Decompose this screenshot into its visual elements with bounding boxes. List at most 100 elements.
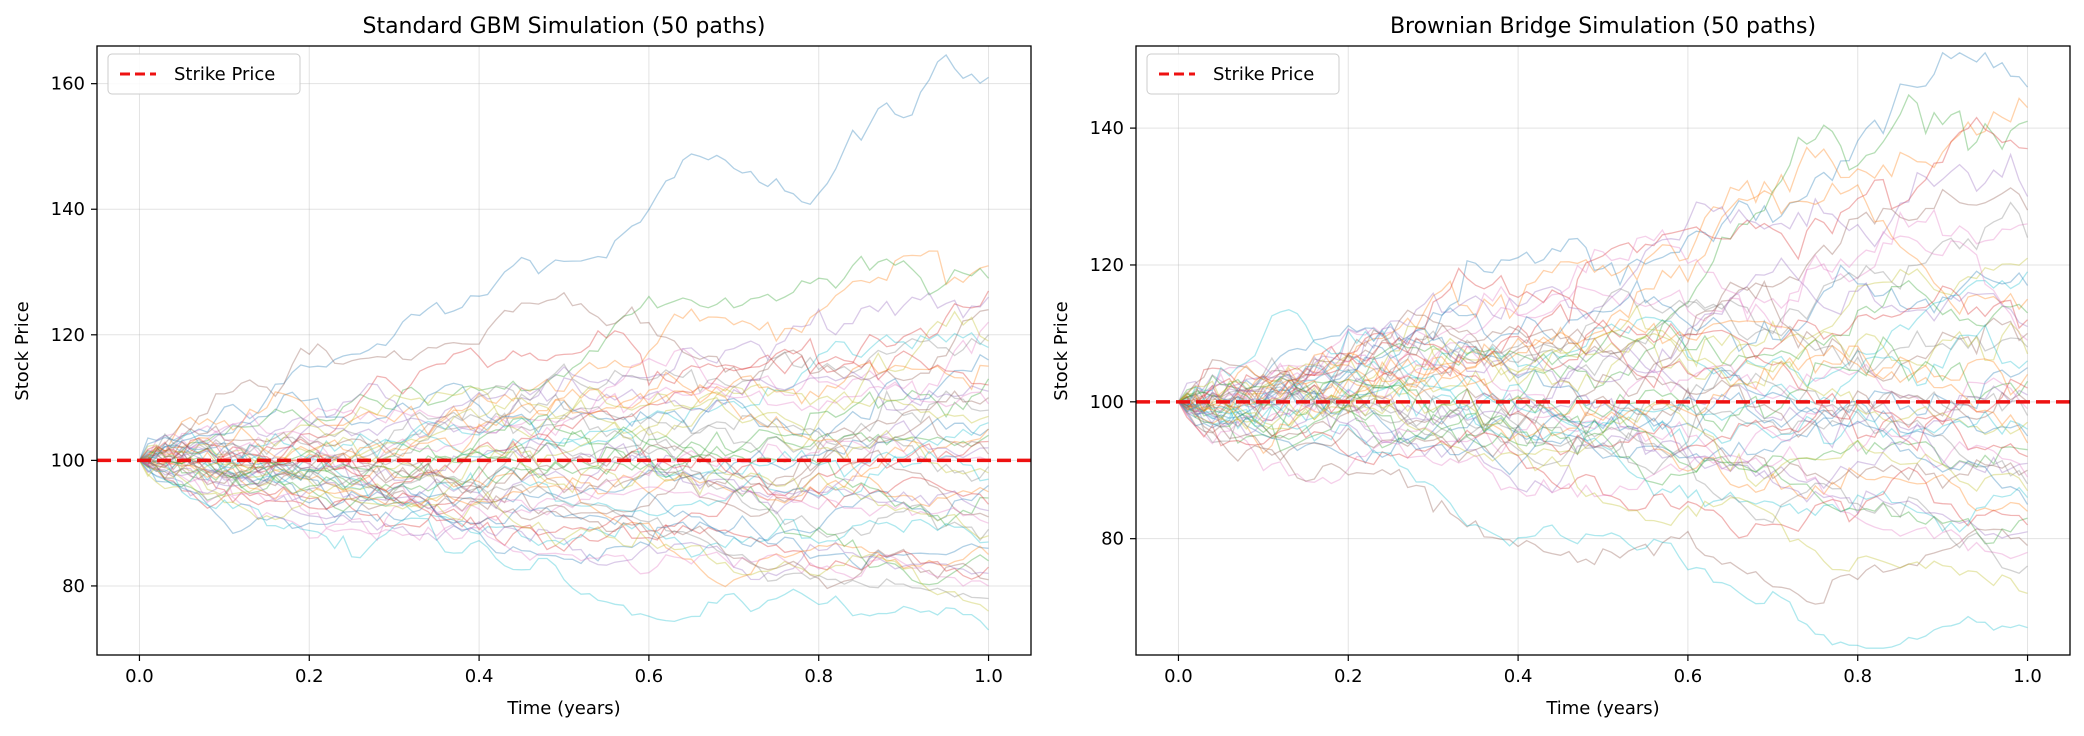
simulation-path xyxy=(139,447,989,517)
simulation-path xyxy=(139,440,989,552)
simulation-path xyxy=(1178,344,2029,444)
simulation-path xyxy=(138,435,989,542)
simulation-path xyxy=(139,459,989,571)
x-tick-label: 0.0 xyxy=(125,666,154,687)
legend-label: Strike Price xyxy=(1213,64,1314,85)
simulation-path xyxy=(1178,380,2028,595)
simulation-path xyxy=(1178,367,2028,539)
simulation-path xyxy=(1178,387,2029,492)
simulation-path xyxy=(1178,208,2028,403)
axes-frame xyxy=(96,45,1032,656)
simulation-path xyxy=(139,385,989,485)
simulation-path xyxy=(139,417,989,478)
simulation-path xyxy=(1178,390,2028,574)
axes-frame xyxy=(1135,45,2071,656)
simulation-path xyxy=(1178,378,2029,485)
simulation-path xyxy=(1178,399,2028,649)
y-tick-label: 120 xyxy=(1090,255,1124,276)
axes: 0.0 0.2 0.4 0.6 0.8 1.0 80 100 120 140 xyxy=(1090,45,2071,687)
axes: 0.0 0.2 0.4 0.6 0.8 1.0 80 100 120 140 160 xyxy=(51,45,1032,687)
y-axis-label: Stock Price xyxy=(1051,301,1072,400)
simulation-path xyxy=(1178,267,2028,429)
simulation-path xyxy=(139,255,989,466)
simulation-path xyxy=(139,453,989,587)
simulation-path xyxy=(1178,374,2028,545)
simulation-path xyxy=(1178,285,2028,403)
simulation-path xyxy=(1177,335,2029,452)
x-tick-label: 0.2 xyxy=(295,666,324,687)
simulation-path xyxy=(139,386,989,498)
x-tick-label: 0.4 xyxy=(465,666,494,687)
simulation-path xyxy=(139,310,989,471)
x-tick-label: 0.8 xyxy=(804,666,833,687)
y-tick-label: 140 xyxy=(51,199,85,220)
legend: Strike Price xyxy=(1146,53,1340,95)
simulation-path xyxy=(139,331,989,474)
y-axis-label: Stock Price xyxy=(12,301,33,400)
simulation-path xyxy=(138,448,989,540)
simulation-path xyxy=(1178,309,2028,533)
simulation-path xyxy=(1178,116,2028,411)
simulation-path xyxy=(1178,152,2029,423)
simulation-path xyxy=(1178,93,2028,444)
simulation-path xyxy=(139,337,989,528)
legend: Strike Price xyxy=(107,53,301,95)
simulation-path xyxy=(138,433,989,509)
y-tick-label: 140 xyxy=(1090,118,1124,139)
y-tick-label: 80 xyxy=(1101,529,1124,550)
simulation-path xyxy=(139,424,990,494)
x-tick-label: 0.6 xyxy=(635,666,664,687)
x-tick-label: 0.4 xyxy=(1504,666,1533,687)
simulation-path xyxy=(139,414,989,527)
x-tick-label: 0.6 xyxy=(1674,666,1703,687)
y-tick-label: 100 xyxy=(1090,392,1124,413)
simulation-path xyxy=(1178,400,2028,494)
brownian-bridge-panel: Brownian Bridge Simulation (50 paths) Ti… xyxy=(1051,14,2071,719)
simulation-path xyxy=(1178,323,2028,441)
simulation-path xyxy=(139,455,989,631)
simulation-path xyxy=(1178,300,2028,444)
simulation-path xyxy=(138,460,989,612)
simulation-path xyxy=(1177,257,2028,435)
legend-label: Strike Price xyxy=(174,64,275,85)
simulation-path xyxy=(139,452,989,558)
simulation-path xyxy=(1178,401,2028,605)
simulation-paths xyxy=(1177,51,2029,649)
simulation-path xyxy=(139,425,989,590)
simulation-path xyxy=(139,440,989,580)
simulation-path xyxy=(1177,51,2029,421)
x-tick-label: 1.0 xyxy=(974,666,1003,687)
simulation-path xyxy=(1178,279,2028,444)
simulation-path xyxy=(139,292,989,480)
simulation-path xyxy=(139,432,989,512)
simulation-path xyxy=(139,441,989,524)
simulation-path xyxy=(138,420,989,515)
legend-box xyxy=(1146,53,1340,95)
simulation-path xyxy=(139,250,989,469)
legend-box xyxy=(107,53,301,95)
y-tick-label: 160 xyxy=(51,74,85,95)
gbm-panel: Standard GBM Simulation (50 paths) Time … xyxy=(12,14,1032,719)
simulation-path xyxy=(139,334,989,468)
simulation-path xyxy=(139,455,989,588)
simulation-path xyxy=(1178,378,2028,486)
simulation-path xyxy=(139,290,990,465)
simulation-path xyxy=(1178,356,2029,447)
x-axis-label: Time (years) xyxy=(506,698,620,719)
simulation-path xyxy=(1178,325,2028,438)
simulation-path xyxy=(1178,304,2028,436)
simulation-path xyxy=(1178,358,2028,458)
chart-title: Standard GBM Simulation (50 paths) xyxy=(362,14,765,39)
simulation-path xyxy=(1178,326,2028,449)
simulation-path xyxy=(1178,271,2029,423)
y-tick-label: 100 xyxy=(51,450,85,471)
x-tick-label: 1.0 xyxy=(2013,666,2042,687)
simulation-path xyxy=(1178,228,2028,403)
simulation-path xyxy=(139,380,990,472)
simulation-path xyxy=(139,321,989,461)
x-tick-label: 0.8 xyxy=(1843,666,1872,687)
simulation-path xyxy=(1177,386,2028,560)
simulation-path xyxy=(138,436,989,565)
